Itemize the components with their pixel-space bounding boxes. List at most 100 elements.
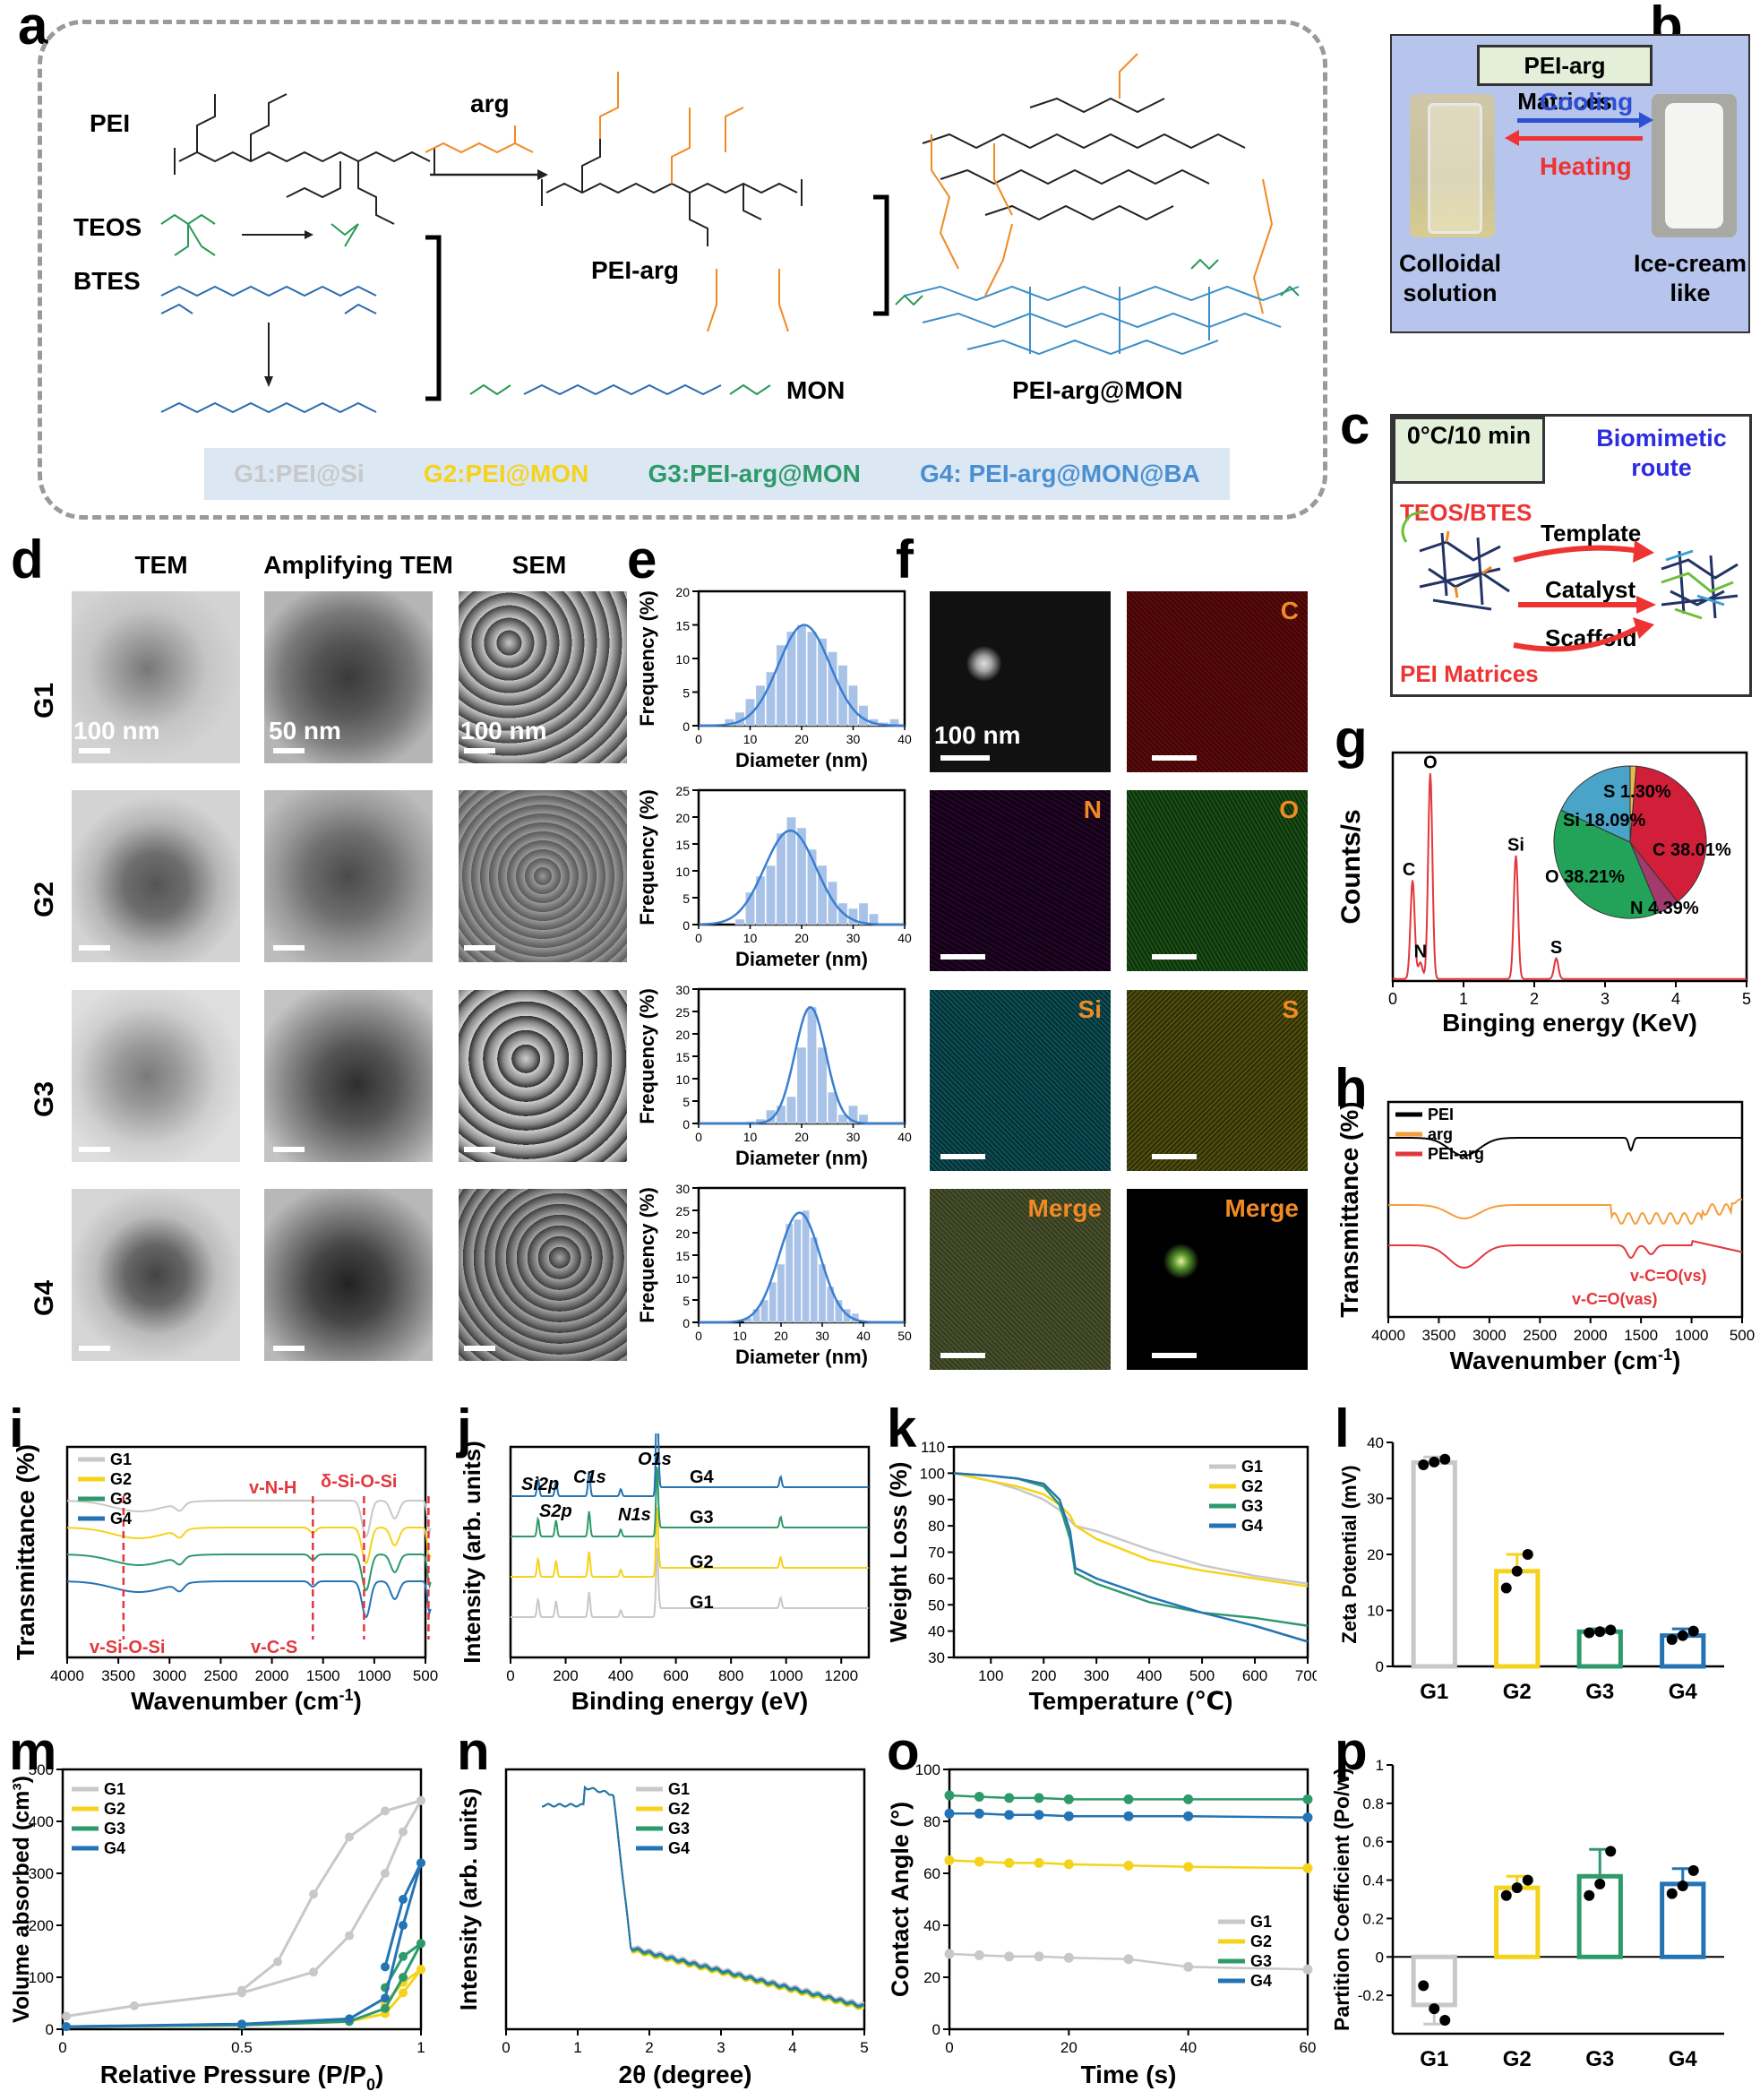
hist-bar xyxy=(828,651,837,727)
label-cooling: Cooling xyxy=(1540,88,1634,116)
p-category-label: G2 xyxy=(1503,2047,1532,2071)
m-legend-label: G1 xyxy=(104,1780,125,1798)
amp-tem-image-g1 xyxy=(264,591,433,763)
hist-0-ytick-label: 10 xyxy=(675,652,690,667)
n-xtick-label: 0 xyxy=(502,2039,510,2056)
p-category-label: G3 xyxy=(1585,2047,1614,2071)
o-series-line xyxy=(949,1952,1309,1971)
amp-tem-image-g4 xyxy=(264,1189,433,1361)
legend-g4: G4: PEI-arg@MON@BA xyxy=(920,460,1200,487)
bracket-left xyxy=(425,235,442,401)
n-series-line xyxy=(541,1785,865,2009)
k-ytick-label: 110 xyxy=(921,1439,945,1456)
o-point xyxy=(1004,1793,1015,1803)
eds-label-n: N xyxy=(1083,796,1102,823)
hist-xtick-label: 20 xyxy=(794,931,809,945)
k-xtick-label: 600 xyxy=(1242,1667,1267,1684)
p-point xyxy=(1605,1846,1617,1857)
m-point xyxy=(62,2011,71,2021)
m-point xyxy=(399,1988,408,1998)
hist-3-ytick-label: 10 xyxy=(675,1271,690,1286)
l-category-label: G2 xyxy=(1503,1680,1532,1704)
legend-g3: G3:PEI-arg@MON xyxy=(648,460,861,487)
o-xtick-label: 40 xyxy=(1180,2039,1197,2056)
panel-c-box: 0°C/10 min Biomimetic route TEOS/BTES Te… xyxy=(1390,414,1752,697)
row-label-g2: G2 xyxy=(30,881,60,918)
arg-structure xyxy=(425,125,534,154)
eds-map-s: S xyxy=(1127,990,1308,1171)
o-xtick-label: 20 xyxy=(1060,2039,1077,2056)
col-header-sem: SEM xyxy=(511,551,567,579)
panel-c-template: Template xyxy=(1541,520,1642,547)
i-xtick-label: 3500 xyxy=(101,1667,135,1684)
m-point xyxy=(381,1806,390,1816)
j-series-line xyxy=(511,1547,869,1618)
panel-g-eds-spectrum: C N O Si S 0 1 2 3 4 5 Counts/s Binging energy (KeV)… xyxy=(1336,751,1751,1037)
gaussian-fit xyxy=(699,1005,905,1125)
sem-image-g3 xyxy=(459,990,627,1162)
scale-bar-sem-g2 xyxy=(464,945,495,951)
k-ytick-label: 80 xyxy=(928,1518,945,1535)
k-series-line xyxy=(953,1472,1309,1585)
h-xtick-label: 1500 xyxy=(1624,1327,1658,1344)
o-point xyxy=(1302,1812,1313,1823)
l-ytick-label: 0 xyxy=(1376,1658,1384,1675)
i-xlabel: Wavenumber (cm-1) xyxy=(131,1686,362,1715)
scale-bar-amp-g3 xyxy=(273,1147,305,1152)
pie-slice xyxy=(1629,765,1707,903)
h-ylabel: Transmittance (%) xyxy=(1335,1101,1363,1317)
k-xlabel: Temperature (℃) xyxy=(1029,1687,1233,1715)
hist-1-ytick-label: 5 xyxy=(683,891,690,906)
o-ytick-label: 0 xyxy=(932,2021,940,2038)
n-series-line xyxy=(541,1785,865,2005)
hist-3-ytick-label: 25 xyxy=(675,1204,690,1218)
m-ytick-label: 300 xyxy=(29,1865,54,1882)
hist-bar xyxy=(796,624,807,727)
hist-bar xyxy=(796,1046,807,1124)
panel-c-drawing xyxy=(1401,509,1739,652)
m-series-line xyxy=(65,1968,423,2028)
i-legend-label: G4 xyxy=(110,1510,132,1528)
label-teos: TEOS xyxy=(73,213,142,241)
sem-image-g1 xyxy=(459,591,627,763)
o-point xyxy=(1183,1811,1194,1821)
ftir-pei-line xyxy=(1388,1137,1742,1158)
hist-2-ytick-label: 15 xyxy=(675,1050,690,1064)
h-legend-label: PEI xyxy=(1428,1106,1454,1123)
hist-0-ylabel: Frequency (%) xyxy=(636,590,658,727)
g-frame xyxy=(1391,751,1748,983)
panel-label-f: f xyxy=(896,529,914,590)
hist-xlabel: Diameter (nm) xyxy=(735,1147,868,1169)
row-label-g3: G3 xyxy=(30,1080,60,1118)
hist-xtick-label: 10 xyxy=(743,732,758,746)
arrow-cooling xyxy=(1517,118,1643,123)
p-category-label: G4 xyxy=(1669,2047,1698,2071)
hist-3-ytick-label: 0 xyxy=(683,1316,690,1330)
o-point xyxy=(974,1949,984,1960)
gaussian-fit xyxy=(698,829,906,926)
l-point xyxy=(1418,1459,1429,1470)
m-point xyxy=(237,2019,246,2029)
eds-map-merge-2: Merge xyxy=(1127,1189,1308,1370)
eds-spectrum-line xyxy=(1392,773,1747,980)
o-ytick-label: 20 xyxy=(923,1969,940,1986)
m-point xyxy=(381,1869,390,1878)
m-point xyxy=(345,2014,354,2024)
n-legend-label: G2 xyxy=(668,1800,690,1818)
gaussian-fit xyxy=(699,1211,905,1324)
panel-e-histograms: 0 5 10 15 20 0 10 20 30 40 Frequency (%) Diameter (… xyxy=(636,585,912,1368)
p-ytick-label: 0 xyxy=(1376,1949,1384,1966)
l-point xyxy=(1666,1634,1678,1645)
legend-g2: G2:PEI@MON xyxy=(423,460,589,487)
p-point xyxy=(1687,1864,1699,1876)
j-series-label: G4 xyxy=(690,1467,715,1487)
j-series-line xyxy=(511,1433,869,1497)
j-frame xyxy=(509,1445,871,1659)
panel-label-h: h xyxy=(1335,1058,1368,1118)
eds-label-si: Si xyxy=(1077,995,1102,1023)
hist-bar xyxy=(817,638,828,727)
hist-0-ytick-label: 0 xyxy=(683,719,690,734)
sem-image-g2 xyxy=(459,790,627,962)
i-legend-label: G2 xyxy=(110,1470,132,1488)
j-annot-n1s: N1s xyxy=(618,1505,651,1525)
